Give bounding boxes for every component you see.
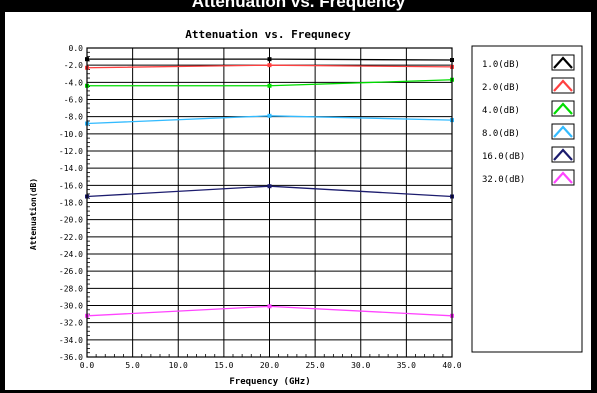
legend-swatch	[551, 100, 575, 117]
data-point	[267, 304, 272, 309]
legend-line-sample	[553, 79, 573, 92]
data-point	[267, 83, 272, 88]
legend-box	[471, 45, 583, 353]
chart-title: Attenuation vs. Frequnecy	[185, 28, 351, 41]
y-tick-label: -36.0	[59, 353, 83, 362]
y-tick-label: -10.0	[59, 130, 83, 139]
chart-panel: Attenuation vs. Frequnecy Frequency (GHz…	[5, 12, 591, 390]
y-axis-label: Attenuation(dB)	[28, 178, 38, 250]
y-tick-label: -32.0	[59, 319, 83, 328]
y-tick-label: -12.0	[59, 147, 83, 156]
x-tick-label: 25.0	[305, 361, 324, 370]
legend-line-sample	[553, 56, 573, 69]
legend-label: 1.0(dB)	[482, 60, 520, 70]
data-point	[267, 184, 272, 189]
x-tick-label: 10.0	[169, 361, 188, 370]
figure-heading: Attenuation vs. Frequency	[191, 0, 406, 11]
x-tick-label: 5.0	[125, 361, 140, 370]
legend-line-sample	[553, 171, 573, 184]
legend-label: 4.0(dB)	[482, 106, 520, 116]
y-tick-label: -22.0	[59, 233, 83, 242]
legend-label: 32.0(dB)	[482, 175, 525, 185]
data-point	[267, 113, 272, 118]
legend-line-sample	[553, 102, 573, 115]
x-tick-label: 35.0	[397, 361, 416, 370]
legend-line-sample	[553, 148, 573, 161]
legend: 1.0(dB) 2.0(dB) 4.0(dB) 8.0(dB) 16.0(dB) 32.0…	[471, 45, 583, 353]
grid	[86, 47, 453, 358]
tick-labels: 0.0 5.0 10.0 15.0 20.0 25.0 30.0 35.0 40.0 0.0 -2.…	[59, 44, 462, 370]
legend-swatch	[551, 146, 575, 163]
x-tick-label: 30.0	[351, 361, 370, 370]
x-axis-label: Frequency (GHz)	[229, 377, 310, 387]
y-tick-label: -2.0	[64, 61, 83, 70]
y-tick-label: -8.0	[64, 113, 83, 122]
y-tick-label: 0.0	[69, 44, 84, 53]
legend-label: 2.0(dB)	[482, 83, 520, 93]
legend-swatch	[551, 54, 575, 71]
y-tick-label: -26.0	[59, 267, 83, 276]
x-tick-label: 40.0	[442, 361, 461, 370]
legend-label: 8.0(dB)	[482, 129, 520, 139]
data-point	[267, 63, 272, 68]
legend-label: 16.0(dB)	[482, 152, 525, 162]
y-tick-label: -6.0	[64, 96, 83, 105]
legend-swatch	[551, 169, 575, 186]
y-tick-label: -14.0	[59, 164, 83, 173]
y-tick-label: -30.0	[59, 302, 83, 311]
y-tick-label: -24.0	[59, 250, 83, 259]
plot-area-border	[86, 47, 453, 358]
x-tick-label: 20.0	[260, 361, 279, 370]
y-tick-label: -20.0	[59, 216, 83, 225]
y-tick-label: -4.0	[64, 78, 83, 87]
legend-line-sample	[553, 125, 573, 138]
legend-swatch	[551, 123, 575, 140]
data-point	[267, 57, 272, 62]
attenuation-chart: Attenuation vs. Frequnecy Frequency (GHz…	[28, 28, 583, 387]
legend-swatch	[551, 77, 575, 94]
x-tick-label: 0.0	[80, 361, 95, 370]
y-tick-label: -18.0	[59, 199, 83, 208]
y-tick-label: -28.0	[59, 284, 83, 293]
x-tick-label: 15.0	[214, 361, 233, 370]
y-tick-label: -16.0	[59, 181, 83, 190]
y-tick-label: -34.0	[59, 336, 83, 345]
